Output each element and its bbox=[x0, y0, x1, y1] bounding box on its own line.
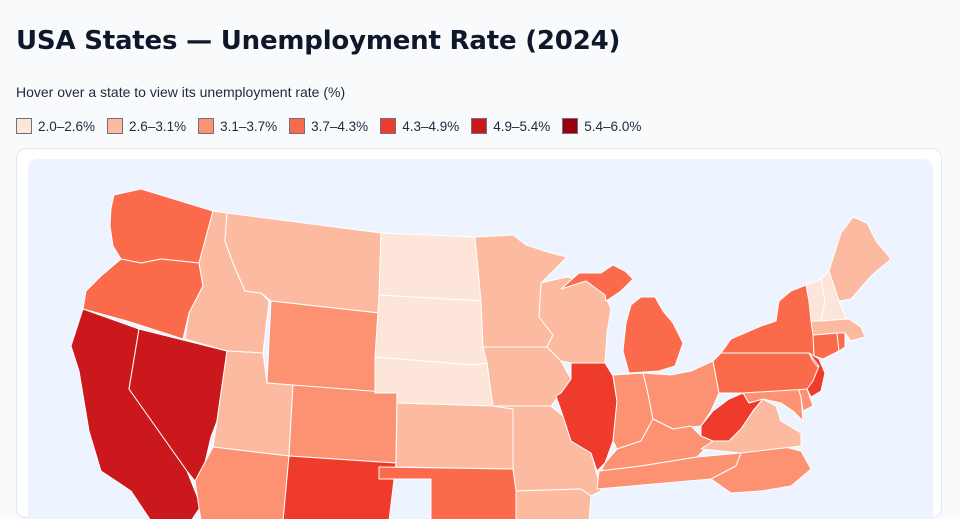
legend-label: 4.9–5.4% bbox=[493, 118, 551, 134]
legend-label: 3.1–3.7% bbox=[220, 118, 278, 134]
legend-item: 2.0–2.6% bbox=[16, 118, 95, 134]
state-nm[interactable] bbox=[282, 455, 397, 519]
page-title: USA States — Unemployment Rate (2024) bbox=[16, 26, 621, 56]
state-nd[interactable] bbox=[378, 232, 482, 302]
state-nj[interactable] bbox=[806, 352, 826, 398]
legend-swatch bbox=[16, 118, 32, 134]
state-pa[interactable] bbox=[712, 352, 820, 394]
legend-swatch bbox=[107, 118, 124, 134]
legend-swatch bbox=[471, 118, 488, 134]
state-mi[interactable] bbox=[560, 264, 684, 374]
state-oh[interactable] bbox=[642, 360, 720, 430]
legend-item: 4.9–5.4% bbox=[471, 118, 550, 134]
legend-label: 2.6–3.1% bbox=[129, 118, 187, 134]
legend-label: 2.0–2.6% bbox=[38, 118, 96, 134]
legend-swatch bbox=[289, 118, 306, 134]
state-ma[interactable] bbox=[810, 318, 866, 342]
legend-item: 4.3–4.9% bbox=[380, 118, 459, 134]
legend-swatch bbox=[198, 118, 215, 134]
legend-item: 5.4–6.0% bbox=[562, 118, 641, 134]
state-or[interactable] bbox=[82, 258, 204, 340]
state-nc[interactable] bbox=[710, 445, 812, 494]
state-me[interactable] bbox=[828, 216, 892, 302]
state-wa[interactable] bbox=[109, 188, 214, 264]
state-ct[interactable] bbox=[812, 332, 840, 360]
legend-swatch bbox=[380, 118, 397, 134]
state-az[interactable] bbox=[194, 446, 290, 519]
legend-swatch bbox=[562, 118, 579, 134]
state-ar[interactable] bbox=[515, 488, 592, 519]
legend-item: 3.7–4.3% bbox=[289, 118, 368, 134]
state-sd[interactable] bbox=[374, 294, 488, 366]
state-ri[interactable] bbox=[836, 332, 846, 352]
legend-item: 3.1–3.7% bbox=[198, 118, 277, 134]
legend-label: 5.4–6.0% bbox=[584, 118, 642, 134]
map-area bbox=[28, 159, 933, 519]
us-map bbox=[70, 188, 892, 519]
state-ks[interactable] bbox=[395, 402, 514, 470]
state-ok[interactable] bbox=[378, 466, 526, 519]
map-subtitle: Hover over a state to view its unemploym… bbox=[16, 84, 346, 100]
state-wy[interactable] bbox=[266, 300, 380, 394]
legend-item: 2.6–3.1% bbox=[107, 118, 186, 134]
legend-label: 4.3–4.9% bbox=[402, 118, 460, 134]
state-co[interactable] bbox=[288, 384, 398, 464]
legend-label: 3.7–4.3% bbox=[311, 118, 369, 134]
legend: 2.0–2.6% 2.6–3.1% 3.1–3.7% 3.7–4.3% 4.3–… bbox=[16, 118, 641, 134]
state-va[interactable] bbox=[700, 398, 802, 454]
map-card bbox=[16, 148, 942, 519]
